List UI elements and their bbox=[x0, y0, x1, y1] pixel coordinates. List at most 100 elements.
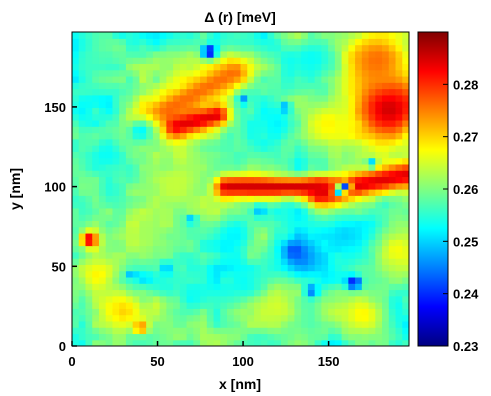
heatmap-cell bbox=[85, 107, 93, 115]
heatmap-cell bbox=[200, 75, 208, 83]
heatmap-cell bbox=[267, 226, 275, 234]
heatmap-cell bbox=[395, 44, 403, 52]
heatmap-cell bbox=[200, 107, 208, 115]
heatmap-cell bbox=[294, 214, 302, 221]
heatmap-cell bbox=[321, 295, 329, 303]
heatmap-cell bbox=[166, 302, 174, 309]
heatmap-cell bbox=[72, 333, 80, 341]
heatmap-cell bbox=[179, 151, 188, 159]
heatmap-cell bbox=[152, 245, 161, 253]
heatmap-cell bbox=[85, 283, 93, 291]
heatmap-cell bbox=[355, 201, 363, 209]
heatmap-cell bbox=[382, 176, 390, 184]
heatmap-cell bbox=[301, 163, 309, 171]
heatmap-cell bbox=[125, 189, 134, 196]
heatmap-cell bbox=[328, 113, 336, 121]
heatmap-cell bbox=[247, 207, 255, 215]
heatmap-cell bbox=[402, 32, 409, 39]
heatmap-cell bbox=[341, 157, 349, 165]
heatmap-cell bbox=[388, 339, 397, 346]
heatmap-cell bbox=[314, 264, 322, 272]
heatmap-cell bbox=[193, 126, 201, 134]
heatmap-cell bbox=[402, 94, 409, 102]
heatmap-cell bbox=[179, 251, 188, 259]
heatmap-cell bbox=[301, 63, 309, 71]
heatmap-cell bbox=[321, 232, 329, 240]
heatmap-cell bbox=[146, 163, 154, 171]
heatmap-cell bbox=[260, 251, 269, 259]
heatmap-cell bbox=[186, 44, 194, 52]
heatmap-cell bbox=[341, 308, 349, 316]
heatmap-cell bbox=[112, 276, 120, 284]
heatmap-cell bbox=[314, 132, 322, 140]
heatmap-cell bbox=[368, 264, 376, 272]
heatmap-cell bbox=[355, 94, 363, 102]
heatmap-cell bbox=[233, 195, 242, 203]
heatmap-cell bbox=[186, 63, 194, 71]
heatmap-cell bbox=[402, 264, 409, 272]
heatmap-cell bbox=[186, 201, 194, 209]
heatmap-cell bbox=[78, 207, 87, 215]
heatmap-cell bbox=[253, 239, 262, 247]
heatmap-cell bbox=[287, 232, 296, 240]
heatmap-cell bbox=[368, 163, 376, 171]
heatmap-cell bbox=[186, 94, 194, 102]
heatmap-cell bbox=[98, 220, 107, 228]
heatmap-cell bbox=[233, 295, 242, 303]
heatmap-cell bbox=[179, 138, 188, 146]
heatmap-cell bbox=[166, 289, 174, 297]
heatmap-cell bbox=[72, 69, 80, 77]
heatmap-cell bbox=[341, 327, 349, 335]
heatmap-cell bbox=[220, 119, 228, 127]
heatmap-cell bbox=[348, 145, 356, 152]
heatmap-cell bbox=[132, 333, 140, 341]
heatmap-cell bbox=[260, 327, 269, 335]
heatmap-cell bbox=[200, 138, 208, 146]
heatmap-cell bbox=[294, 32, 302, 39]
heatmap-cell bbox=[382, 63, 390, 71]
heatmap-cell bbox=[294, 176, 302, 184]
heatmap-cell bbox=[240, 220, 248, 228]
heatmap-cell bbox=[72, 163, 80, 171]
heatmap-cell bbox=[213, 132, 221, 140]
heatmap-cell bbox=[105, 138, 114, 146]
heatmap-cell bbox=[395, 182, 403, 190]
heatmap-cell bbox=[348, 239, 356, 247]
heatmap-cell bbox=[240, 132, 248, 140]
heatmap-cell bbox=[368, 189, 376, 196]
heatmap-cell bbox=[85, 145, 93, 152]
heatmap-cell bbox=[388, 289, 397, 297]
heatmap-cell bbox=[85, 176, 93, 184]
heatmap-cell bbox=[146, 251, 154, 259]
heatmap-cell bbox=[213, 82, 221, 90]
heatmap-cell bbox=[301, 214, 309, 221]
heatmap-cell bbox=[206, 75, 215, 83]
heatmap-cell bbox=[72, 176, 80, 184]
heatmap-cell bbox=[260, 320, 269, 328]
heatmap-cell bbox=[139, 308, 147, 316]
heatmap-cell bbox=[213, 201, 221, 209]
heatmap-cell bbox=[220, 69, 228, 77]
heatmap-cell bbox=[321, 145, 329, 152]
heatmap-cell bbox=[260, 163, 269, 171]
heatmap-cell bbox=[179, 327, 188, 335]
heatmap-cell bbox=[112, 82, 120, 90]
heatmap-cell bbox=[355, 107, 363, 115]
heatmap-cell bbox=[334, 163, 343, 171]
heatmap-cell bbox=[173, 82, 181, 90]
heatmap-cell bbox=[233, 69, 242, 77]
heatmap-cell bbox=[375, 270, 383, 278]
heatmap-cell bbox=[260, 38, 269, 46]
heatmap-cell bbox=[85, 289, 93, 297]
heatmap-cell bbox=[314, 119, 322, 127]
heatmap-cell bbox=[348, 232, 356, 240]
heatmap-cell bbox=[159, 88, 167, 96]
heatmap-cell bbox=[382, 333, 390, 341]
heatmap-cell bbox=[132, 176, 140, 184]
heatmap-cell bbox=[125, 182, 134, 190]
heatmap-cell bbox=[132, 75, 140, 83]
heatmap-cell bbox=[72, 327, 80, 335]
heatmap-cell bbox=[274, 232, 282, 240]
heatmap-cell bbox=[72, 94, 80, 102]
heatmap-cell bbox=[307, 201, 316, 209]
